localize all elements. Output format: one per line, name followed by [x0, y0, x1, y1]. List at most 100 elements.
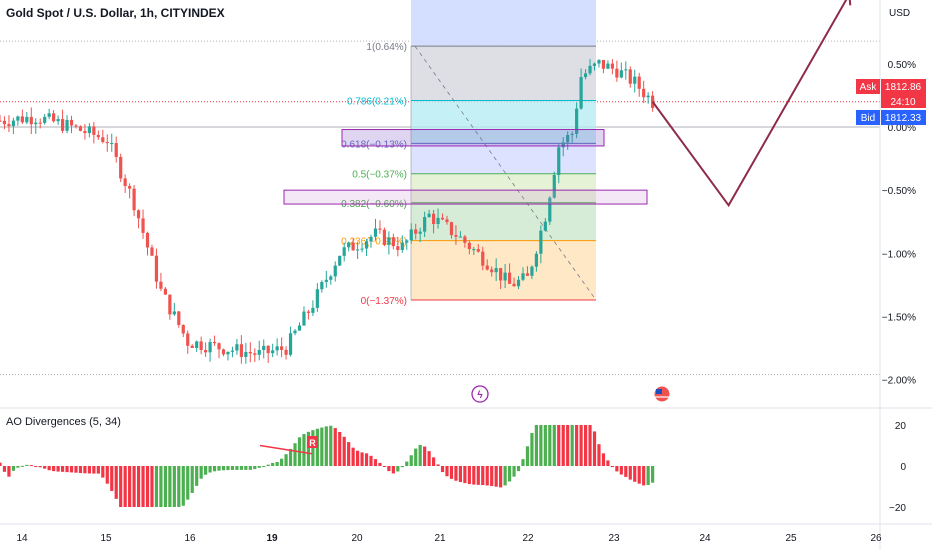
ao-bar — [351, 447, 355, 466]
candle-body — [235, 344, 239, 351]
candle-body — [271, 350, 275, 354]
candle — [543, 218, 547, 232]
candle-body — [391, 237, 395, 247]
timer-text: 24:10 — [890, 97, 915, 108]
candle-body — [485, 265, 489, 270]
ao-bar — [172, 466, 176, 507]
candle-body — [525, 273, 530, 276]
ao-bar — [20, 465, 24, 467]
candle-body — [20, 116, 24, 123]
ao-bar — [0, 462, 2, 466]
candle-body — [592, 63, 597, 66]
ao-bar — [92, 466, 96, 474]
ao-bar — [199, 466, 203, 479]
candle-body — [601, 59, 606, 69]
ao-bar — [47, 466, 51, 471]
candle — [172, 302, 176, 316]
candle-body — [494, 268, 498, 273]
candle — [145, 231, 150, 256]
candle — [262, 339, 266, 359]
ao-bar — [163, 466, 167, 507]
ao-bar — [168, 466, 172, 507]
x-tick-label: 23 — [608, 533, 620, 544]
candle — [606, 60, 610, 69]
ask-price-text: 1812.86 — [885, 82, 922, 93]
ao-bar — [646, 466, 650, 485]
candle-body — [467, 242, 471, 250]
candle — [266, 345, 270, 363]
candle — [0, 115, 2, 122]
y-tick-label: −1.00% — [882, 249, 916, 260]
candle-body — [119, 156, 123, 179]
divergence-marker — [307, 436, 318, 448]
candle-body — [463, 236, 467, 243]
candle — [248, 342, 252, 363]
x-tick-label: 20 — [351, 533, 363, 544]
candle — [387, 231, 391, 255]
bid-tag-label: Bid — [861, 113, 875, 124]
ao-bar — [101, 466, 105, 478]
ao-bar — [333, 428, 337, 466]
candle — [83, 124, 87, 140]
ao-bar — [204, 466, 208, 475]
candle — [141, 209, 145, 239]
candle-body — [56, 119, 60, 122]
ao-bar — [356, 450, 360, 466]
candle-body — [378, 228, 382, 230]
candle-body — [43, 116, 47, 123]
ask-tag-label: Ask — [860, 82, 878, 93]
candle — [414, 223, 418, 240]
candle — [65, 115, 69, 134]
ao-bar — [324, 426, 328, 466]
ao-bar — [195, 466, 199, 486]
candle-body — [534, 253, 538, 267]
flash-icon-glyph: ϟ — [477, 390, 483, 401]
candle-body — [356, 249, 360, 251]
candle-body — [163, 288, 167, 295]
ao-bar — [557, 425, 561, 466]
ao-bar — [624, 466, 628, 477]
candle-body — [637, 76, 641, 89]
candle — [472, 246, 476, 256]
ao-bar — [597, 444, 601, 466]
candle — [338, 255, 342, 267]
candle — [208, 338, 212, 362]
divergence-line — [259, 444, 313, 455]
candle-body — [212, 342, 217, 344]
ao-bar — [552, 425, 556, 466]
candle-body — [507, 272, 512, 284]
x-tick-label: 25 — [785, 533, 797, 544]
x-tick-label: 22 — [522, 533, 534, 544]
candle — [38, 118, 42, 129]
candle — [315, 283, 319, 312]
candle — [221, 348, 226, 357]
ao-bar — [449, 466, 454, 479]
fib-zone-5 — [411, 240, 596, 301]
ao-bar — [136, 466, 141, 507]
ao-bar — [123, 466, 127, 507]
candle-body — [145, 232, 150, 248]
candle — [481, 246, 485, 271]
candle-body — [0, 120, 2, 122]
candle — [530, 265, 534, 280]
candle-body — [423, 216, 427, 232]
ao-bar — [387, 466, 391, 472]
candle-body — [315, 289, 319, 308]
ao-bar — [145, 466, 150, 507]
candle-body — [60, 119, 65, 131]
candle-body — [297, 325, 302, 331]
flash-icon — [471, 385, 489, 403]
candle — [566, 131, 570, 150]
candle-body — [16, 116, 20, 121]
candle — [253, 348, 257, 362]
x-tick-label: 26 — [870, 533, 882, 544]
ao-bar — [601, 453, 606, 466]
ao-bar — [221, 466, 226, 471]
candle-body — [208, 342, 212, 353]
ao-bar — [226, 466, 230, 471]
candle — [633, 69, 637, 93]
candle-body — [418, 231, 422, 234]
candle — [552, 171, 556, 199]
